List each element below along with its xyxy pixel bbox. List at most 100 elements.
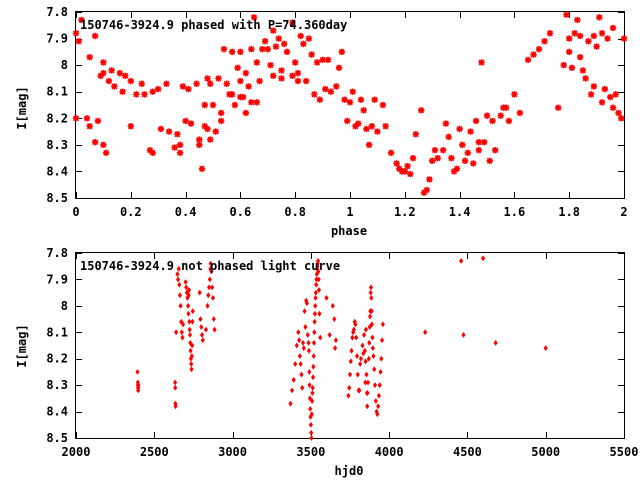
data-point [289, 72, 296, 79]
y-tick-label: 8.1 [46, 85, 68, 99]
data-point [352, 123, 359, 130]
data-point [560, 61, 567, 69]
data-point [283, 48, 291, 56]
data-point [396, 165, 403, 172]
data-point [182, 117, 189, 125]
data-point [100, 59, 107, 66]
data-point [308, 51, 315, 58]
data-point [138, 80, 145, 87]
data-point [207, 276, 212, 283]
data-point [256, 77, 263, 85]
data-point [546, 30, 554, 37]
data-point [374, 128, 381, 135]
data-point [177, 281, 182, 288]
data-point [100, 69, 107, 77]
data-point [442, 120, 450, 127]
data-point [193, 80, 200, 87]
data-point [379, 355, 384, 362]
data-point [201, 123, 208, 130]
data-point [210, 294, 216, 301]
data-point [278, 67, 285, 74]
data-point [201, 101, 208, 109]
data-point [206, 292, 211, 299]
data-point [196, 136, 203, 143]
phased-plot-frame [75, 11, 625, 199]
data-point [330, 302, 335, 309]
data-point [316, 276, 321, 283]
data-point [367, 313, 373, 320]
data-point [464, 149, 472, 157]
data-point [574, 16, 581, 24]
x-tick-label: 2000 [62, 445, 91, 459]
data-point [314, 281, 319, 288]
data-point [585, 38, 592, 45]
unphased-plot-ticks [76, 253, 625, 439]
data-point [309, 411, 314, 418]
data-point [377, 382, 382, 389]
data-point [237, 77, 244, 85]
data-point [311, 353, 316, 360]
data-point [312, 310, 318, 317]
data-point [301, 345, 306, 352]
data-point [165, 128, 173, 135]
data-point [270, 27, 277, 34]
y-tick-label: 7.8 [46, 246, 68, 260]
data-point [306, 339, 311, 346]
data-point [369, 321, 375, 328]
data-point [228, 48, 236, 56]
data-point [189, 360, 194, 368]
data-point [404, 162, 411, 170]
data-point [369, 294, 374, 301]
data-point [289, 387, 295, 394]
data-point [291, 376, 296, 383]
x-tick-label: 0.8 [284, 205, 306, 219]
data-point [354, 334, 359, 341]
data-point [346, 99, 354, 106]
data-point [370, 345, 375, 352]
data-point [461, 157, 469, 164]
x-tick-label: 0.6 [230, 205, 252, 219]
data-point [210, 284, 215, 291]
data-point [215, 75, 222, 82]
data-point [294, 342, 299, 349]
data-point [78, 16, 85, 24]
data-point [149, 88, 156, 95]
data-point [308, 405, 313, 412]
data-point [209, 101, 217, 109]
data-point [212, 128, 219, 135]
data-point [364, 371, 369, 378]
data-point [347, 371, 353, 378]
data-point [281, 40, 288, 48]
data-point [609, 104, 617, 111]
data-point [439, 146, 447, 154]
data-point [470, 160, 477, 167]
data-point [189, 366, 194, 373]
data-point [253, 59, 261, 66]
y-tick-label: 8.2 [46, 352, 68, 366]
data-point [380, 321, 385, 328]
data-point [207, 136, 214, 143]
x-tick-label: 1.8 [558, 205, 580, 219]
data-point [149, 149, 156, 157]
data-point [218, 109, 225, 117]
data-point [372, 366, 377, 373]
data-point [296, 329, 301, 336]
data-point [530, 51, 537, 58]
data-point [205, 302, 210, 309]
data-point [516, 109, 524, 117]
phased-plot-title: 150746-3924.9 phased with P=74.360day [80, 18, 347, 32]
y-tick-label: 7.9 [46, 32, 68, 46]
data-point [348, 358, 353, 365]
data-point [615, 109, 622, 117]
data-point [173, 379, 178, 386]
data-point [313, 289, 318, 296]
y-tick-label: 8.4 [46, 164, 68, 178]
data-point [304, 300, 310, 307]
data-point [355, 371, 360, 378]
data-point [344, 117, 351, 125]
data-point [250, 14, 258, 21]
data-point [83, 115, 91, 122]
data-point [72, 30, 80, 37]
data-point [186, 286, 192, 294]
data-point [423, 186, 430, 194]
